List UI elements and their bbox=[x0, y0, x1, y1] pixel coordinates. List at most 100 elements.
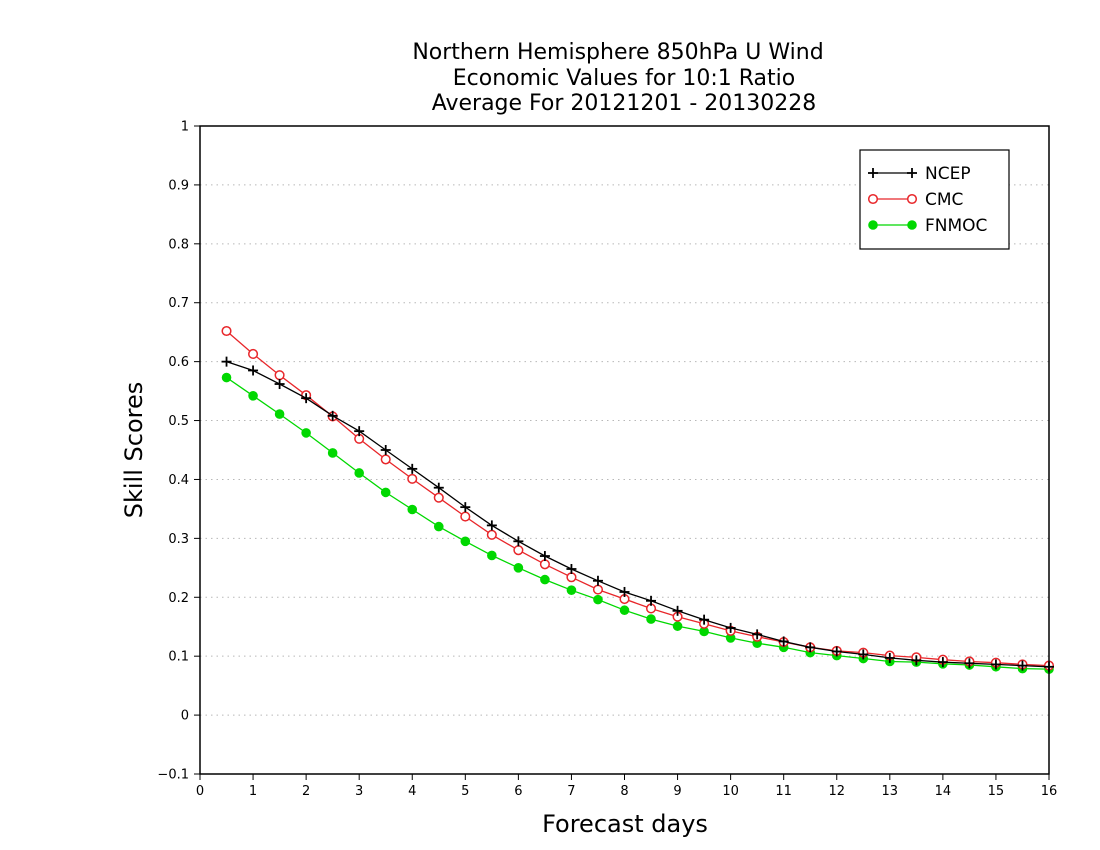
data-point-ncep bbox=[778, 636, 789, 647]
data-point-fnmoc bbox=[672, 621, 683, 631]
data-point-cmc bbox=[433, 492, 444, 503]
data-point-ncep bbox=[990, 659, 1001, 670]
data-point-cmc bbox=[407, 473, 418, 484]
y-tick-label: 0.5 bbox=[168, 414, 189, 429]
data-point-ncep bbox=[592, 575, 603, 586]
data-point-cmc bbox=[460, 511, 471, 522]
x-tick-label: 8 bbox=[620, 784, 628, 799]
data-point-ncep bbox=[221, 356, 232, 367]
legend-marker-ncep bbox=[868, 168, 878, 178]
data-point-ncep bbox=[672, 605, 683, 616]
x-axis-ticks: 0 1 2 3 4 5 6 7 8 9 10 11 12 13 14 15 16 bbox=[196, 774, 1057, 799]
x-tick-label: 7 bbox=[567, 784, 575, 799]
data-point-ncep bbox=[539, 551, 550, 562]
data-point-ncep bbox=[858, 649, 869, 660]
data-point-ncep bbox=[248, 365, 259, 376]
data-point-ncep bbox=[354, 426, 365, 437]
data-point-fnmoc bbox=[301, 428, 311, 438]
legend-marker-fnmoc bbox=[868, 220, 878, 230]
data-point-ncep bbox=[831, 646, 842, 657]
data-point-ncep bbox=[301, 393, 312, 404]
data-point-ncep bbox=[964, 658, 975, 669]
data-point-fnmoc bbox=[460, 536, 471, 547]
chart-title-line-1: Northern Hemisphere 850hPa U Wind bbox=[412, 40, 823, 65]
y-tick-label: 0 bbox=[181, 709, 189, 724]
data-point-fnmoc bbox=[248, 391, 258, 401]
x-tick-label: 16 bbox=[1041, 784, 1058, 799]
data-point-fnmoc bbox=[619, 605, 630, 616]
data-point-fnmoc bbox=[327, 448, 338, 458]
data-point-fnmoc bbox=[593, 594, 603, 605]
data-point-ncep bbox=[911, 655, 922, 666]
y-tick-label: 0.6 bbox=[168, 355, 189, 370]
series-line-fnmoc bbox=[226, 376, 1050, 670]
data-point-ncep bbox=[619, 586, 630, 597]
data-point-ncep bbox=[433, 482, 444, 493]
data-point-fnmoc bbox=[540, 574, 550, 585]
data-point-ncep bbox=[327, 410, 338, 421]
data-point-ncep bbox=[805, 642, 816, 653]
legend: NCEP CMC FNMOC bbox=[859, 149, 1010, 250]
x-tick-label: 5 bbox=[461, 784, 469, 799]
x-tick-label: 3 bbox=[355, 784, 363, 799]
chart-title-line-2: Economic Values for 10:1 Ratio bbox=[453, 66, 795, 91]
data-point-fnmoc bbox=[646, 614, 656, 624]
x-tick-label: 1 bbox=[249, 784, 257, 799]
data-point-fnmoc bbox=[566, 585, 577, 596]
legend-marker-fnmoc bbox=[907, 220, 917, 230]
x-tick-label: 15 bbox=[988, 784, 1005, 799]
data-point-ncep bbox=[1017, 660, 1028, 671]
data-point-cmc bbox=[248, 348, 259, 360]
data-point-ncep bbox=[752, 629, 763, 640]
data-point-ncep bbox=[937, 657, 948, 668]
data-point-fnmoc bbox=[433, 521, 444, 532]
chart-title: Northern Hemisphere 850hPa U Wind Econom… bbox=[412, 40, 823, 116]
data-point-cmc bbox=[539, 559, 550, 570]
data-point-cmc bbox=[566, 572, 577, 583]
plot-area bbox=[221, 325, 1055, 674]
data-point-cmc bbox=[486, 529, 497, 540]
data-point-cmc bbox=[592, 584, 604, 595]
series-cmc bbox=[221, 325, 1055, 671]
data-point-fnmoc bbox=[380, 487, 391, 498]
data-point-ncep bbox=[486, 520, 497, 531]
legend-marker-cmc bbox=[906, 193, 918, 205]
x-axis-title: Forecast days bbox=[542, 810, 708, 838]
series-ncep bbox=[221, 356, 1054, 672]
y-axis-ticks: −0.1 0 0.1 0.2 0.3 0.4 0.5 0.6 0.7 0.8 0.9 1 bbox=[157, 120, 200, 783]
y-tick-label: −0.1 bbox=[157, 768, 189, 783]
data-point-ncep bbox=[884, 652, 895, 663]
data-point-ncep bbox=[566, 563, 577, 574]
data-point-cmc bbox=[380, 454, 391, 465]
series-line-cmc bbox=[226, 330, 1050, 667]
series-fnmoc bbox=[221, 372, 1054, 674]
x-tick-label: 2 bbox=[302, 784, 310, 799]
y-tick-label: 1 bbox=[181, 120, 189, 135]
data-point-ncep bbox=[513, 536, 524, 547]
y-tick-label: 0.4 bbox=[168, 473, 189, 488]
data-point-ncep bbox=[274, 379, 285, 390]
legend-label-fnmoc: FNMOC bbox=[925, 216, 987, 236]
data-point-ncep bbox=[725, 622, 736, 633]
x-tick-label: 9 bbox=[673, 784, 681, 799]
y-axis-title: Skill Scores bbox=[120, 382, 148, 519]
x-tick-label: 6 bbox=[514, 784, 522, 799]
data-point-fnmoc bbox=[354, 468, 364, 478]
legend-label-cmc: CMC bbox=[925, 190, 963, 210]
y-tick-label: 0.1 bbox=[168, 650, 189, 665]
x-tick-label: 11 bbox=[775, 784, 792, 799]
data-point-cmc bbox=[221, 325, 232, 337]
x-tick-label: 13 bbox=[882, 784, 899, 799]
data-point-fnmoc bbox=[274, 409, 285, 419]
y-tick-label: 0.7 bbox=[168, 296, 189, 311]
x-tick-label: 14 bbox=[935, 784, 952, 799]
legend-item-cmc: CMC bbox=[867, 190, 963, 210]
legend-label-ncep: NCEP bbox=[925, 164, 971, 184]
data-point-cmc bbox=[513, 545, 524, 556]
legend-item-ncep: NCEP bbox=[868, 164, 971, 184]
y-tick-label: 0.3 bbox=[168, 532, 189, 547]
y-tick-label: 0.8 bbox=[168, 237, 189, 252]
data-point-fnmoc bbox=[221, 372, 232, 383]
x-tick-label: 10 bbox=[722, 784, 739, 799]
